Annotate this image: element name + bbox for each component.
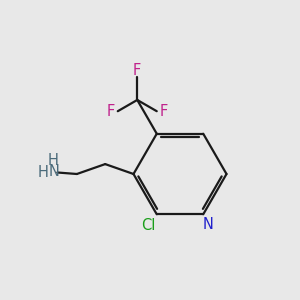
Text: F: F: [159, 104, 167, 119]
Text: F: F: [107, 104, 115, 119]
Text: N: N: [202, 217, 214, 232]
Text: H: H: [47, 153, 58, 168]
Text: N: N: [49, 164, 60, 179]
Text: H: H: [38, 165, 48, 180]
Text: F: F: [133, 63, 141, 78]
Text: Cl: Cl: [141, 218, 156, 233]
